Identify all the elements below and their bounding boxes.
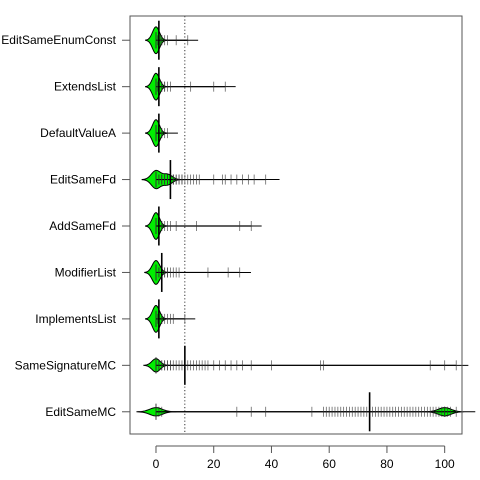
plot-frame bbox=[129, 15, 463, 435]
category-label: DefaultValueA bbox=[40, 126, 116, 140]
x-tick-label: 60 bbox=[323, 457, 337, 471]
category-label: SameSignatureMC bbox=[15, 358, 117, 372]
category-label: EditSameEnumConst bbox=[1, 33, 116, 47]
x-tick-label: 20 bbox=[207, 457, 221, 471]
category-label: AddSameFd bbox=[49, 219, 116, 233]
x-axis: 0 20 40 60 80 100 bbox=[153, 445, 455, 471]
category-label: ModifierList bbox=[55, 265, 117, 279]
category-label: ExtendsList bbox=[54, 80, 117, 94]
bean-layer bbox=[136, 26, 476, 417]
overlay-layer bbox=[155, 16, 457, 434]
x-tick-label: 0 bbox=[153, 457, 160, 471]
category-label: EditSameMC bbox=[45, 405, 116, 419]
y-axis-labels: EditSameEnumConst ExtendsList DefaultValue… bbox=[1, 33, 130, 419]
category-label: EditSameFd bbox=[50, 173, 116, 187]
x-tick-label: 80 bbox=[380, 457, 394, 471]
category-label: ImplementsList bbox=[35, 312, 116, 326]
x-tick-label: 100 bbox=[435, 457, 455, 471]
x-tick-label: 40 bbox=[265, 457, 279, 471]
